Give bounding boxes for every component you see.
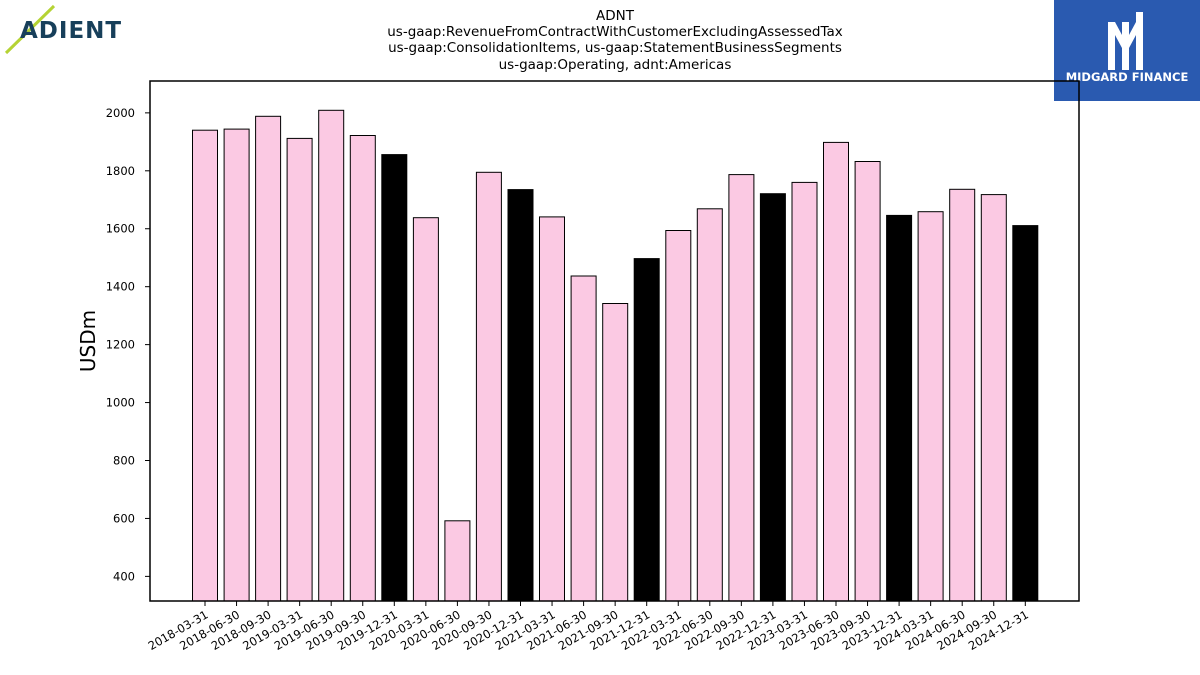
midgard-finance-logo: MIDGARD FINANCE bbox=[1054, 0, 1200, 101]
adient-logo: ADIENT bbox=[4, 4, 122, 55]
y-tick-label: 1200 bbox=[106, 338, 135, 352]
bar-2021-12-31 bbox=[633, 258, 660, 602]
bar-2018-09-30 bbox=[255, 115, 282, 602]
x-axis-ticks: 2018-03-312018-06-302018-09-302019-03-31… bbox=[146, 601, 1031, 653]
bar-2024-03-31 bbox=[917, 211, 944, 602]
y-tick-label: 1400 bbox=[106, 280, 135, 294]
y-tick-label: 2000 bbox=[106, 106, 135, 120]
bar-2020-06-30 bbox=[444, 520, 471, 602]
y-axis-ticks: 400 600 800 1000 1200 1400 1600 1800 2000 bbox=[106, 106, 150, 583]
bar-2018-06-30 bbox=[223, 128, 250, 602]
bar-2020-09-30 bbox=[475, 171, 502, 602]
bar-2023-03-31 bbox=[791, 181, 818, 602]
bar-2023-09-30 bbox=[854, 161, 881, 602]
midgard-m-icon bbox=[1108, 12, 1143, 70]
bar-2023-06-30 bbox=[823, 141, 849, 602]
adient-logo-text: ADIENT bbox=[20, 18, 122, 44]
bar-2022-12-31 bbox=[759, 193, 786, 602]
chart-title-line: us-gaap:Operating, adnt:Americas bbox=[499, 57, 732, 73]
bar-2021-06-30 bbox=[570, 275, 597, 602]
bar-2019-06-30 bbox=[318, 109, 345, 602]
bar-2020-12-31 bbox=[507, 189, 534, 602]
y-tick-label: 1800 bbox=[106, 164, 135, 178]
bar-2022-03-31 bbox=[665, 230, 692, 602]
chart-title-line: ADNT bbox=[596, 8, 635, 24]
bar-2024-12-31 bbox=[1012, 225, 1039, 602]
chart-title-line: us-gaap:RevenueFromContractWithCustomerE… bbox=[387, 24, 843, 40]
y-tick-label: 600 bbox=[113, 511, 135, 525]
y-tick-label: 800 bbox=[113, 453, 135, 467]
bar-2022-09-30 bbox=[728, 174, 755, 602]
y-tick-label: 400 bbox=[113, 569, 135, 583]
bar-2019-09-30 bbox=[349, 135, 376, 602]
bar-2024-09-30 bbox=[980, 194, 1007, 602]
bars bbox=[192, 109, 1039, 602]
adient-slash-icon bbox=[4, 4, 56, 55]
bar-2019-03-31 bbox=[286, 137, 313, 602]
y-tick-label: 1600 bbox=[106, 222, 135, 236]
chart-title: ADNT us-gaap:RevenueFromContractWithCust… bbox=[387, 8, 843, 73]
chart-title-line: us-gaap:ConsolidationItems, us-gaap:Stat… bbox=[388, 40, 842, 56]
bar-2018-03-31 bbox=[192, 129, 218, 602]
bar-2023-12-31 bbox=[886, 214, 913, 602]
bar-2021-09-30 bbox=[602, 303, 629, 602]
midgard-logo-text: MIDGARD FINANCE bbox=[1066, 70, 1189, 84]
bar-2022-06-30 bbox=[696, 208, 723, 602]
plot-frame bbox=[149, 80, 1080, 602]
bar-2020-03-31 bbox=[412, 217, 439, 602]
bar-2019-12-31 bbox=[381, 154, 408, 602]
y-axis-label: USDm bbox=[76, 310, 100, 372]
y-tick-label: 1000 bbox=[106, 396, 135, 410]
bar-2024-06-30 bbox=[949, 188, 976, 602]
bar-2021-03-31 bbox=[539, 216, 565, 602]
